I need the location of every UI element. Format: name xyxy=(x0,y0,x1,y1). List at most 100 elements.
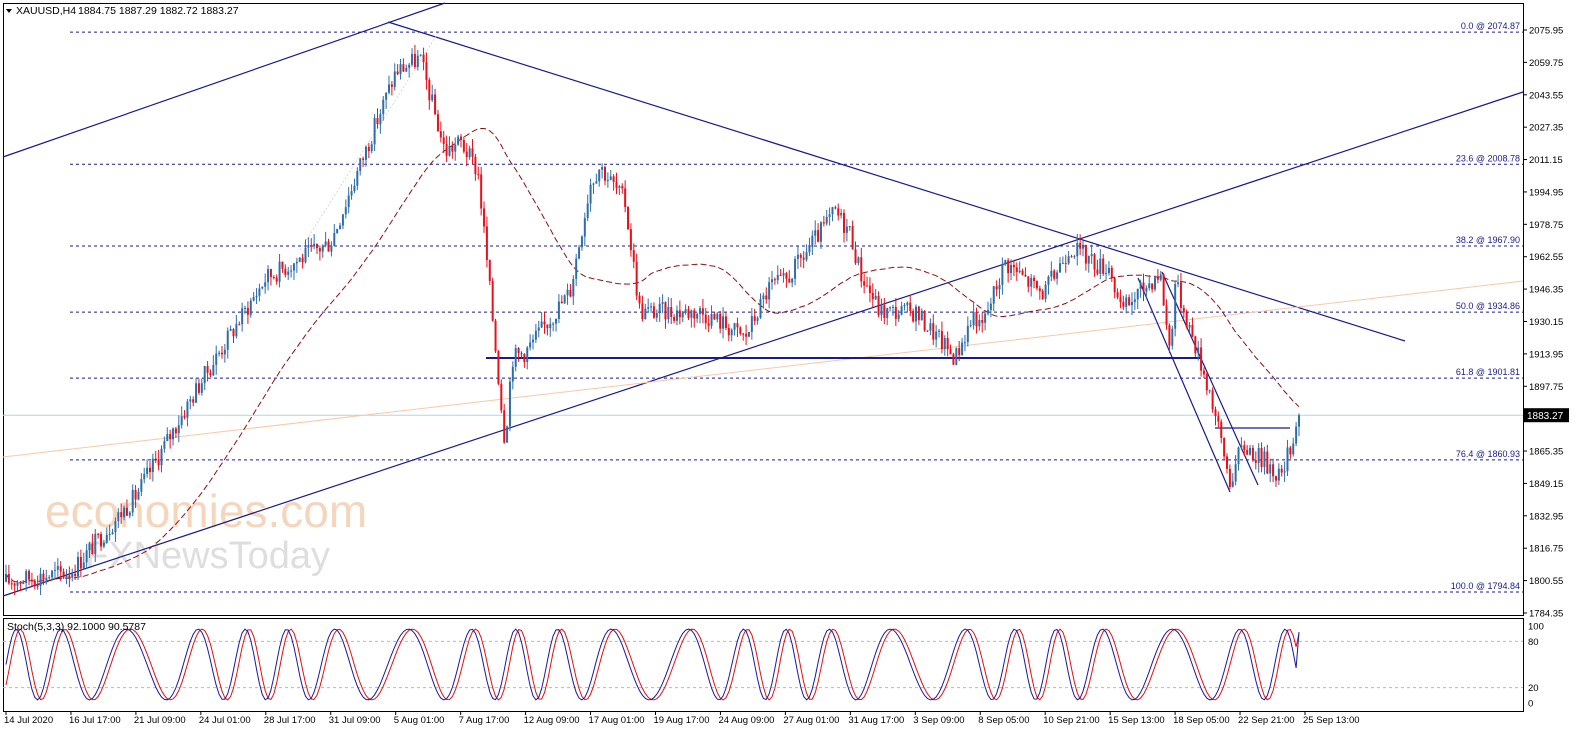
bullish-candle xyxy=(540,321,543,328)
bullish-candle xyxy=(762,295,765,299)
bullish-candle xyxy=(661,302,664,304)
bullish-candle xyxy=(166,434,169,442)
bullish-candle xyxy=(557,301,560,319)
bullish-candle xyxy=(1090,254,1093,257)
time-tick-label: 31 Jul 09:00 xyxy=(329,715,381,726)
bullish-candle xyxy=(1047,276,1050,285)
bearish-candle xyxy=(7,573,10,584)
bullish-candle xyxy=(287,271,290,275)
bearish-candle xyxy=(434,94,437,115)
bearish-candle xyxy=(1012,264,1015,268)
bearish-candle xyxy=(269,269,272,278)
bearish-candle xyxy=(471,148,474,157)
bullish-candle xyxy=(716,313,719,320)
bullish-candle xyxy=(1050,270,1053,277)
collapse-triangle-icon[interactable] xyxy=(6,9,12,13)
bullish-candle xyxy=(1105,273,1108,275)
price-tick-label: 1962.55 xyxy=(1529,252,1563,263)
bearish-candle xyxy=(1226,456,1229,469)
bullish-candle xyxy=(578,247,581,259)
bullish-candle xyxy=(347,195,350,208)
bullish-candle xyxy=(791,278,794,283)
bearish-candle xyxy=(1246,450,1249,455)
fib-level-label: 38.2 @ 1967.90 xyxy=(1456,235,1520,245)
bullish-candle xyxy=(684,309,687,313)
bearish-candle xyxy=(707,323,710,326)
bearish-candle xyxy=(958,348,961,356)
bearish-candle xyxy=(946,337,949,350)
bullish-candle xyxy=(405,67,408,72)
bullish-candle xyxy=(356,170,359,186)
bullish-candle xyxy=(307,245,310,248)
bearish-candle xyxy=(36,585,39,587)
bullish-candle xyxy=(935,331,938,340)
bullish-candle xyxy=(298,257,301,262)
bullish-candle xyxy=(88,543,91,551)
bearish-candle xyxy=(477,174,480,176)
bearish-candle xyxy=(451,145,454,152)
bearish-candle xyxy=(670,306,673,317)
bearish-candle xyxy=(402,64,405,72)
bearish-candle xyxy=(390,84,393,87)
bearish-candle xyxy=(301,257,304,263)
bullish-candle xyxy=(468,148,471,158)
bearish-candle xyxy=(197,383,200,393)
time-tick-label: 22 Sep 21:00 xyxy=(1238,715,1295,726)
bearish-candle xyxy=(42,573,45,581)
bearish-candle xyxy=(327,241,330,252)
bullish-candle xyxy=(290,270,293,272)
price-tick-label: 1849.15 xyxy=(1529,479,1563,490)
symbol-label: XAUUSD,H4 xyxy=(16,5,76,17)
bullish-candle xyxy=(341,214,344,226)
bearish-candle xyxy=(491,280,494,321)
bearish-candle xyxy=(485,226,488,261)
bullish-candle xyxy=(963,342,966,344)
bullish-candle xyxy=(454,144,457,152)
bullish-candle xyxy=(1087,256,1090,264)
bullish-candle xyxy=(794,258,797,279)
bullish-candle xyxy=(350,191,353,196)
bearish-candle xyxy=(765,295,768,300)
bearish-candle xyxy=(923,310,926,331)
ascending-support-trendline xyxy=(2,91,1524,597)
bearish-candle xyxy=(1064,263,1067,265)
bullish-candle xyxy=(313,243,316,247)
bearish-candle xyxy=(909,302,912,311)
bearish-candle xyxy=(742,333,745,335)
time-tick-label: 8 Sep 05:00 xyxy=(978,715,1029,726)
bullish-candle xyxy=(336,228,339,233)
bearish-candle xyxy=(546,324,549,329)
bullish-candle xyxy=(324,241,327,246)
bullish-candle xyxy=(56,566,59,570)
bullish-candle xyxy=(730,329,733,336)
bullish-candle xyxy=(1269,464,1272,474)
bearish-candle xyxy=(615,181,618,188)
bullish-candle xyxy=(972,311,975,326)
price-tick-label: 1816.75 xyxy=(1529,544,1563,555)
fib-level-label: 61.8 @ 1901.81 xyxy=(1456,367,1520,377)
bearish-candle xyxy=(503,410,506,443)
bearish-candle xyxy=(238,324,241,326)
bearish-candle xyxy=(719,313,722,329)
bullish-candle xyxy=(903,304,906,307)
bullish-candle xyxy=(1249,447,1252,455)
bullish-candle xyxy=(94,533,97,555)
bullish-candle xyxy=(48,577,51,579)
bearish-candle xyxy=(436,114,439,132)
fib-level-label: 76.4 @ 1860.93 xyxy=(1456,449,1520,459)
bullish-candle xyxy=(534,330,537,340)
price-tick-label: 1913.95 xyxy=(1529,349,1563,360)
bullish-candle xyxy=(278,261,281,282)
bearish-candle xyxy=(1038,288,1041,292)
ohlc-values: 1884.75 1887.29 1882.72 1883.27 xyxy=(78,5,239,17)
bearish-candle xyxy=(981,319,984,323)
bullish-candle xyxy=(431,94,434,101)
bearish-candle xyxy=(1079,242,1082,249)
bullish-candle xyxy=(1197,347,1200,354)
bullish-candle xyxy=(241,308,244,325)
bearish-candle xyxy=(1211,390,1214,410)
bearish-candle xyxy=(638,295,641,304)
bearish-candle xyxy=(1070,256,1073,258)
